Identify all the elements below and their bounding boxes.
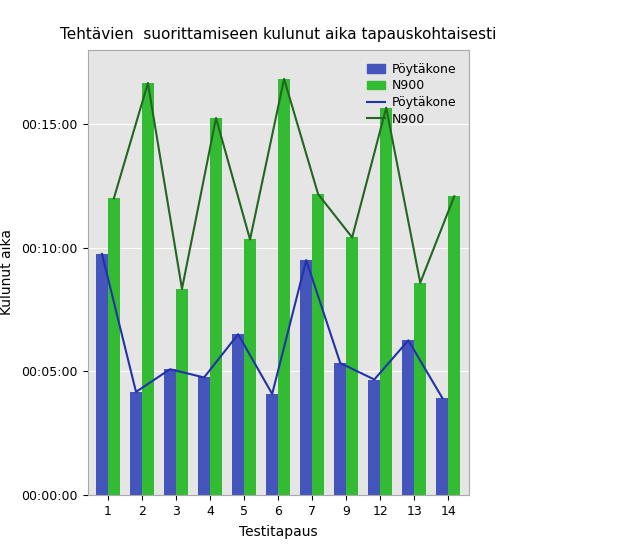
Bar (130, 392, 142, 495)
Bar (448, 196, 460, 495)
Bar (142, 83, 154, 495)
Bar (402, 340, 414, 495)
Bar (164, 369, 176, 495)
Bar (414, 283, 426, 495)
Bar (210, 118, 222, 495)
Bar (436, 398, 448, 495)
Bar (278, 79, 290, 495)
Bar (312, 194, 324, 495)
Bar (232, 334, 244, 495)
Y-axis label: Kulunut aika: Kulunut aika (1, 230, 14, 315)
X-axis label: Testitapaus: Testitapaus (239, 524, 318, 539)
Bar (176, 289, 188, 495)
Bar (266, 394, 278, 495)
Bar (346, 237, 358, 495)
Title: Tehtävien  suorittamiseen kulunut aika tapauskohtaisesti: Tehtävien suorittamiseen kulunut aika ta… (60, 27, 496, 42)
Bar (244, 240, 256, 495)
Bar (300, 260, 312, 495)
Bar (380, 108, 392, 495)
Bar (368, 380, 380, 495)
Bar (334, 363, 346, 495)
Bar (108, 198, 120, 495)
Legend: Pöytäkone, N900, Pöytäkone, N900: Pöytäkone, N900, Pöytäkone, N900 (361, 56, 462, 132)
Bar (96, 254, 108, 495)
Bar (198, 378, 210, 495)
